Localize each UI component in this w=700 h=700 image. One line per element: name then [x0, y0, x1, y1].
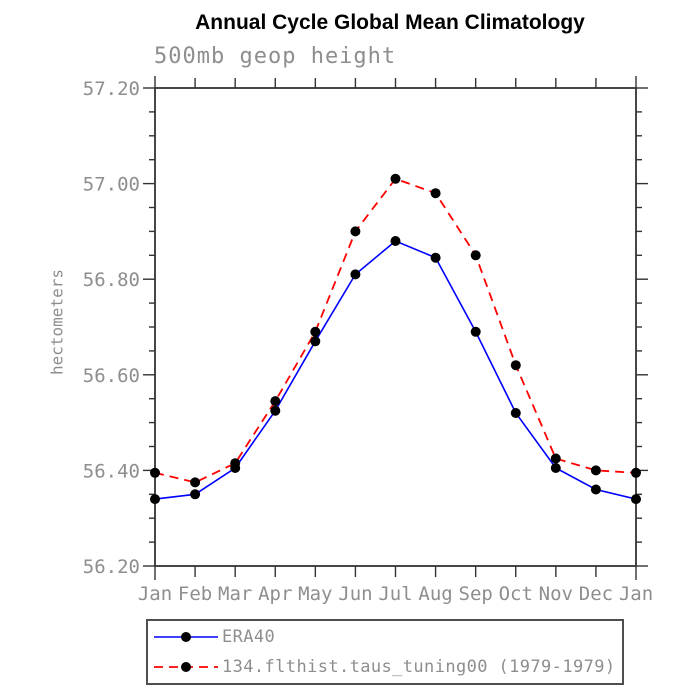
era40-line-sample-icon	[154, 632, 218, 642]
y-tick-label: 56.60	[83, 365, 140, 387]
plot-frame	[154, 87, 637, 567]
y-tick-label: 57.00	[83, 174, 140, 196]
series-markers-0	[150, 236, 641, 505]
x-tick-label: Oct	[499, 583, 533, 605]
y-axis: 56.20 56.40 56.60 56.80 57.00 57.20	[83, 78, 648, 578]
x-tick-label: Jan	[138, 583, 172, 605]
legend-label-model: 134.flthist.taus_tuning00 (1979-1979)	[222, 657, 616, 677]
x-tick-label: Dec	[579, 583, 613, 605]
legend-item-model: 134.flthist.taus_tuning00 (1979-1979)	[152, 653, 622, 681]
x-tick-label: May	[298, 583, 332, 605]
legend: ERA40 134.flthist.taus_tuning00 (1979-19…	[146, 619, 624, 685]
y-tick-label: 56.40	[83, 460, 140, 482]
series-markers-1	[150, 173, 641, 488]
chart-title: Annual Cycle Global Mean Climatology	[195, 11, 585, 34]
x-tick-label: Apr	[258, 583, 292, 605]
y-tick-label: 56.20	[83, 556, 140, 578]
y-tick-label: 57.20	[83, 78, 140, 100]
x-tick-label: Aug	[418, 583, 452, 605]
x-tick-label: Sep	[459, 583, 493, 605]
y-tick-label: 56.80	[83, 269, 140, 291]
x-tick-label: Jun	[338, 583, 372, 605]
legend-item-era40: ERA40	[152, 623, 622, 651]
x-tick-label: Feb	[178, 583, 212, 605]
x-tick-label: Jul	[378, 583, 412, 605]
chart-subtitle: 500mb geop height	[154, 44, 397, 69]
model-line-sample-icon	[154, 662, 218, 672]
x-axis: Jan Feb Mar Apr May Jun Jul Aug Sep Oct Nov Dec Jan	[138, 76, 653, 605]
x-tick-label: Jan	[619, 583, 653, 605]
x-tick-label: Nov	[539, 583, 573, 605]
legend-label-era40: ERA40	[222, 627, 276, 647]
series-line-1	[154, 177, 637, 484]
x-tick-label: Mar	[218, 583, 252, 605]
